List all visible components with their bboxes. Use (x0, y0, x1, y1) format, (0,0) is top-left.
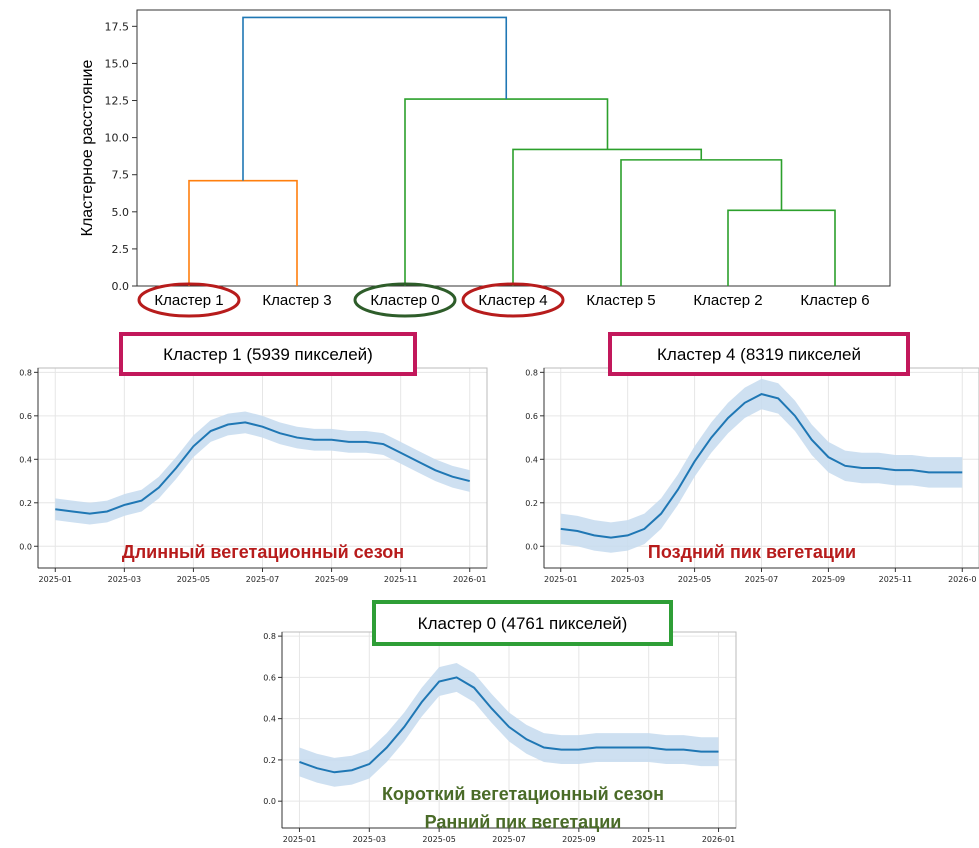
x-tick-label: 2025-09 (562, 835, 595, 844)
x-tick-label: 2025-09 (812, 575, 845, 584)
panel-title: Кластер 4 (8319 пикселей (657, 345, 861, 364)
y-tick-label: 0.0 (525, 542, 538, 551)
y-axis-label: Кластерное расстояние (79, 60, 96, 237)
x-tick-label: 2025-05 (177, 575, 210, 584)
leaf-label: Кластер 5 (586, 292, 655, 309)
y-tick-label: 0.8 (525, 368, 538, 377)
x-tick-label: 2025-11 (384, 575, 417, 584)
panel-subtitle: Поздний пик вегетации (648, 542, 856, 562)
y-tick-label: 2.5 (112, 243, 130, 256)
y-tick-label: 15.0 (105, 57, 130, 70)
y-tick-label: 0.4 (525, 455, 538, 464)
x-tick-label: 2025-03 (611, 575, 644, 584)
y-tick-label: 0.0 (19, 542, 32, 551)
x-tick-label: 2025-05 (422, 835, 455, 844)
x-tick-label: 2025-03 (108, 575, 141, 584)
panel-title: Кластер 0 (4761 пикселей) (418, 614, 628, 633)
y-tick-label: 0.6 (525, 412, 538, 421)
y-tick-label: 0.8 (263, 632, 276, 641)
y-tick-label: 0.0 (263, 797, 276, 806)
x-tick-label: 2025-05 (678, 575, 711, 584)
time-series-panel-1: 0.0 0.2 0.4 0.6 0.8 2025-01 2025-03 2025-05 2025… (19, 334, 487, 584)
y-tick-label: 5.0 (112, 206, 130, 219)
leaf-label: Кластер 6 (800, 292, 869, 309)
y-tick-label: 0.6 (19, 412, 32, 421)
dendrogram-link (621, 160, 782, 286)
y-tick-label: 0.2 (263, 756, 276, 765)
dendrogram-chart: 0.0 2.5 5.0 7.5 10.0 12.5 15.0 17.5 Кластерное р… (79, 10, 890, 316)
dendrogram-link (728, 210, 835, 286)
panel-subtitle: Ранний пик вегетации (425, 812, 622, 832)
panel-subtitle: Длинный вегетационный сезон (122, 542, 404, 562)
y-tick-label: 0.4 (19, 455, 32, 464)
x-tick-label: 2025-07 (745, 575, 778, 584)
y-tick-label: 10.0 (105, 132, 130, 145)
time-series-panel-2: 0.0 0.2 0.4 0.6 0.8 2025-01 2025-03 2025-05 2025… (525, 334, 979, 584)
leaf-label: Кластер 4 (478, 292, 547, 309)
leaf-label: Кластер 3 (262, 292, 331, 309)
leaf-label: Кластер 0 (370, 292, 439, 309)
x-tick-label: 2026-01 (702, 835, 735, 844)
x-tick-label: 2025-03 (353, 835, 386, 844)
dendrogram-link (513, 149, 701, 286)
y-tick-label: 0.2 (525, 499, 538, 508)
x-tick-label: 2025-11 (632, 835, 665, 844)
x-tick-label: 2026-0 (948, 575, 976, 584)
x-tick-label: 2025-01 (544, 575, 577, 584)
time-series-panel-3: 0.0 0.2 0.4 0.6 0.8 2025-01 2025-03 2025-05 2025… (263, 602, 736, 844)
y-tick-label: 0.4 (263, 715, 276, 724)
y-tick-label: 0.2 (19, 499, 32, 508)
y-tick-label: 7.5 (112, 169, 130, 182)
panel-subtitle: Короткий вегетационный сезон (382, 784, 664, 804)
x-tick-label: 2026-01 (453, 575, 486, 584)
x-tick-label: 2025-01 (283, 835, 316, 844)
x-tick-label: 2025-01 (39, 575, 72, 584)
y-tick-label: 0.0 (112, 280, 130, 293)
x-tick-label: 2025-07 (246, 575, 279, 584)
dendrogram-link (405, 99, 608, 286)
y-tick-label: 17.5 (105, 20, 130, 33)
leaf-label: Кластер 2 (693, 292, 762, 309)
dendrogram-link (189, 181, 297, 286)
x-tick-label: 2025-07 (492, 835, 525, 844)
y-tick-label: 12.5 (105, 95, 130, 108)
leaf-label: Кластер 1 (154, 292, 223, 309)
y-tick-label: 0.8 (19, 368, 32, 377)
y-tick-label: 0.6 (263, 673, 276, 682)
panel-title: Кластер 1 (5939 пикселей) (163, 345, 373, 364)
x-tick-label: 2025-11 (879, 575, 912, 584)
x-tick-label: 2025-09 (315, 575, 348, 584)
